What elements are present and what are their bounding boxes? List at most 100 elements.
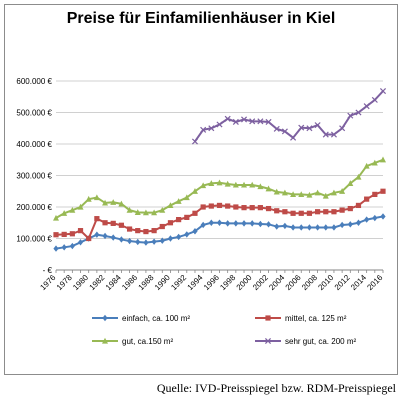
data-point: [339, 188, 346, 194]
x-tick-label: 1990: [153, 273, 172, 292]
data-point: [183, 194, 190, 201]
data-point: [191, 138, 198, 145]
legend-item: mittel, ca. 125 m²: [255, 314, 347, 323]
data-point: [355, 173, 362, 180]
legend-label: einfach, ca. 100 m²: [122, 314, 190, 323]
data-point: [102, 220, 108, 226]
data-point: [265, 205, 272, 212]
legend-item: gut, ca.150 m²: [92, 337, 173, 346]
data-point: [53, 245, 59, 252]
data-point: [69, 242, 75, 250]
data-point: [273, 188, 280, 195]
data-point: [192, 210, 198, 216]
data-point: [208, 180, 215, 186]
data-point: [224, 180, 231, 187]
data-point: [371, 96, 378, 103]
data-point: [53, 214, 59, 221]
data-point: [110, 220, 116, 226]
x-tick-label: 1984: [104, 273, 123, 292]
data-point: [380, 188, 386, 194]
x-tick-label: 2002: [251, 273, 270, 292]
data-point: [135, 238, 141, 246]
data-point: [53, 232, 59, 238]
data-point: [315, 209, 321, 215]
series-4: [191, 88, 387, 145]
data-point: [322, 192, 329, 199]
data-point: [273, 125, 280, 132]
data-point: [339, 221, 345, 229]
data-point: [298, 210, 304, 216]
data-point: [274, 208, 280, 214]
data-point: [274, 223, 280, 230]
data-point: [232, 181, 239, 188]
x-tick-label: 2004: [267, 273, 286, 292]
data-point: [208, 125, 215, 132]
data-point: [159, 223, 165, 230]
data-point: [61, 210, 68, 216]
y-tick-label: 100.000 €: [16, 235, 52, 244]
data-point: [355, 219, 362, 226]
data-point: [290, 224, 296, 231]
x-tick-label: 1998: [218, 273, 237, 292]
data-point: [249, 205, 255, 211]
data-point: [249, 181, 256, 188]
data-point: [265, 315, 271, 321]
x-tick-label: 1996: [202, 273, 221, 292]
data-point: [93, 194, 100, 201]
data-point: [241, 220, 247, 227]
data-point: [249, 220, 255, 227]
data-point: [184, 231, 190, 238]
data-point: [216, 202, 223, 209]
x-tick-label: 1992: [169, 273, 188, 292]
series-1: [53, 213, 386, 252]
data-point: [241, 181, 248, 188]
data-point: [322, 131, 329, 138]
data-point: [281, 128, 288, 135]
data-point: [290, 210, 296, 216]
data-point: [216, 219, 223, 226]
data-point: [323, 209, 329, 215]
legend-label: mittel, ca. 125 m²: [285, 314, 347, 323]
data-point: [363, 103, 370, 110]
data-point: [241, 116, 248, 123]
legend-item: sehr gut, ca. 200 m²: [255, 337, 356, 346]
data-point: [306, 224, 313, 231]
y-tick-label: 200.000 €: [16, 203, 52, 212]
data-point: [135, 228, 141, 234]
data-point: [364, 196, 370, 202]
y-tick-label: 300.000 €: [16, 172, 52, 181]
data-point: [126, 206, 133, 213]
data-point: [281, 189, 288, 196]
y-tick-label: 400.000 €: [16, 140, 52, 149]
legend: einfach, ca. 100 m² mittel, ca. 125 m² gut…: [92, 314, 356, 346]
data-point: [265, 185, 272, 192]
data-point: [102, 199, 109, 206]
data-point: [314, 189, 321, 196]
data-point: [102, 314, 108, 322]
data-point: [175, 198, 182, 204]
data-point: [69, 231, 75, 237]
data-point: [118, 236, 124, 243]
data-point: [176, 233, 182, 241]
data-point: [151, 228, 157, 234]
data-point: [323, 224, 329, 231]
y-tick-label: - €: [43, 266, 53, 275]
data-point: [306, 125, 313, 132]
data-point: [331, 224, 337, 231]
x-tick-label: 1980: [71, 273, 90, 292]
y-tick-label: 600.000 €: [16, 77, 52, 86]
data-point: [371, 159, 378, 166]
x-tick-label: 2000: [235, 273, 254, 292]
data-point: [118, 222, 124, 228]
data-point: [347, 112, 354, 119]
data-point: [102, 232, 108, 240]
series-line: [55, 190, 384, 241]
data-point: [225, 220, 231, 227]
legend-label: sehr gut, ca. 200 m²: [285, 337, 356, 346]
x-tick-label: 2012: [333, 273, 352, 292]
x-tick-label: 2016: [365, 273, 384, 292]
data-point: [257, 220, 263, 228]
data-point: [257, 118, 264, 125]
data-point: [314, 122, 321, 129]
